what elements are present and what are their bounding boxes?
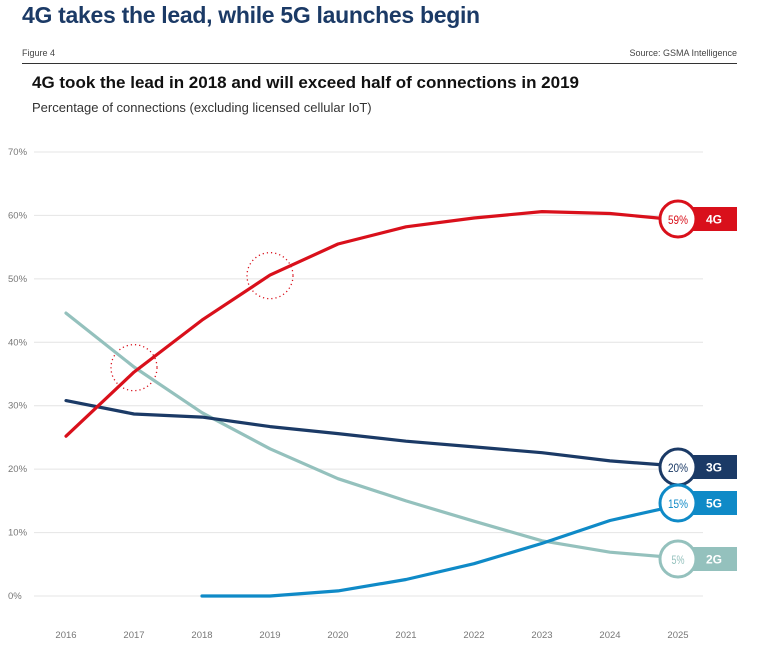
- series-line-2g: [64, 311, 680, 560]
- y-tick-label: 10%: [8, 528, 28, 539]
- figure-label: Figure 4: [22, 48, 56, 58]
- y-tick-label: 20%: [8, 464, 28, 475]
- x-tick-label: 2020: [327, 630, 348, 641]
- x-tick-label: 2023: [531, 630, 552, 641]
- gridlines: [34, 151, 703, 597]
- series-line-5g: [200, 503, 680, 598]
- x-tick-label: 2017: [123, 630, 144, 641]
- series-line-3g: [64, 399, 680, 468]
- series-lines: [64, 210, 680, 598]
- series-tag-text: 4G: [706, 213, 722, 227]
- y-tick-label: 70%: [8, 147, 28, 158]
- series-tag-text: 5G: [706, 497, 722, 511]
- end-labels: 4G 59% 3G 20% 5G 15% 2G 5%: [658, 199, 737, 579]
- end-label-5g: 5G 15%: [658, 483, 737, 523]
- chart-subtitle: Percentage of connections (excluding lic…: [32, 100, 372, 115]
- series-tag-text: 3G: [706, 461, 722, 475]
- end-value-circle: [658, 199, 698, 239]
- chart-title: 4G took the lead in 2018 and will exceed…: [32, 73, 579, 92]
- x-axis-ticks: 2016 2017 2018 2019 2020 2021 2022 2023 2024 2025: [55, 630, 688, 641]
- end-value-circle: [658, 539, 698, 579]
- series-tag-box: [690, 455, 737, 479]
- x-tick-label: 2024: [599, 630, 620, 641]
- end-value-text: 59%: [668, 213, 688, 227]
- annotation-circle: [110, 344, 158, 392]
- x-tick-label: 2022: [463, 630, 484, 641]
- x-tick-label: 2019: [259, 630, 280, 641]
- x-tick-label: 2025: [667, 630, 688, 641]
- end-label-4g: 4G 59%: [658, 199, 737, 239]
- end-value-text: 5%: [672, 553, 685, 567]
- headline: 4G takes the lead, while 5G launches beg…: [22, 2, 480, 28]
- y-tick-label: 30%: [8, 401, 28, 412]
- annotation-circle: [246, 252, 294, 300]
- annotations: [110, 252, 294, 392]
- x-tick-label: 2018: [191, 630, 212, 641]
- y-tick-label: 60%: [8, 210, 28, 221]
- series-tag-text: 2G: [706, 553, 722, 567]
- series-tag-box: [690, 207, 737, 231]
- end-label-3g: 3G 20%: [658, 447, 737, 487]
- x-tick-label: 2016: [55, 630, 76, 641]
- y-tick-label: 50%: [8, 274, 28, 285]
- end-label-2g: 2G 5%: [658, 539, 737, 579]
- end-value-text: 20%: [668, 461, 688, 475]
- y-tick-label: 0%: [8, 591, 22, 602]
- source-label: Source: GSMA Intelligence: [629, 48, 737, 58]
- series-tag-box: [690, 547, 737, 571]
- y-tick-label: 40%: [8, 337, 28, 348]
- header-divider: [22, 63, 737, 64]
- series-tag-box: [690, 491, 737, 515]
- series-line-4g: [64, 210, 680, 438]
- end-value-text: 15%: [668, 497, 688, 511]
- end-value-circle: [658, 483, 698, 523]
- x-tick-label: 2021: [395, 630, 416, 641]
- y-axis-ticks: 0% 10% 20% 30% 40% 50% 60% 70%: [8, 147, 28, 602]
